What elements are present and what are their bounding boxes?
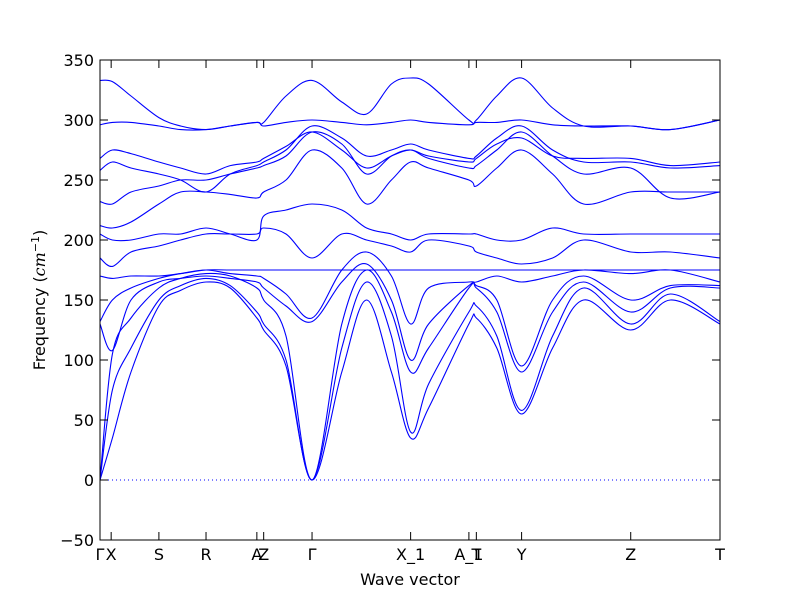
y-axis-label-close: ) [30, 230, 49, 236]
plot-background [100, 60, 720, 540]
series-group [99, 77, 721, 481]
kpoint-label-3: S [154, 545, 164, 564]
plot-area [99, 59, 721, 541]
kpoint-label-10: T [470, 545, 481, 564]
y-tick-labels: −50 0 50 100 150 200 250 300 350 [60, 51, 94, 550]
y-tick-label: 150 [63, 291, 94, 310]
kpoint-label-12: Z [625, 545, 636, 564]
y-tick-label: 0 [84, 471, 94, 490]
band-line-6 [99, 269, 720, 279]
kpoint-label-5: A [251, 545, 262, 564]
y-tick-label: −50 [60, 531, 94, 550]
band-line-2 [99, 277, 721, 481]
band-line-7 [99, 227, 721, 267]
kpoint-label-13: T [714, 545, 725, 564]
kpoint-label-7: Γ [308, 545, 317, 564]
y-tick-label: 300 [63, 111, 94, 130]
y-axis-label-text: Frequency ( [30, 276, 49, 370]
band-line-12 [99, 131, 721, 175]
y-tick-label: 200 [63, 231, 94, 250]
band-line-8 [99, 203, 720, 242]
y-axis-label: Frequency (cm−1) [29, 230, 50, 371]
band-line-1 [99, 281, 721, 481]
y-tick-label: 350 [63, 51, 94, 70]
kpoint-label-2: X [106, 545, 117, 564]
y-axis-label-exponent: −1 [29, 236, 42, 252]
band-line-11 [99, 125, 721, 193]
y-tick-label: 250 [63, 171, 94, 190]
band-line-14 [99, 77, 721, 131]
kpoint-label-9: A_1 [454, 545, 483, 565]
band-line-13 [99, 119, 721, 131]
band-line-9 [99, 149, 720, 229]
kpoint-label-11: Y [516, 545, 527, 564]
kpoint-label-6: Z [258, 545, 269, 564]
y-tick-label: 100 [63, 351, 94, 370]
kpoint-label-1: Γ [96, 545, 105, 564]
x-axis-label: Wave vector [360, 570, 460, 589]
kpoint-label-8: X_1 [396, 545, 425, 565]
y-axis-label-unit: cm [30, 252, 49, 276]
kpoint-label-4: R [200, 545, 211, 564]
band-line-4 [99, 262, 721, 367]
y-tick-label: 50 [74, 411, 94, 430]
plot-frame [99, 59, 721, 541]
x-tick-labels: Γ X S R AZ Γ X_1 A_1T Y Z T [96, 545, 726, 565]
